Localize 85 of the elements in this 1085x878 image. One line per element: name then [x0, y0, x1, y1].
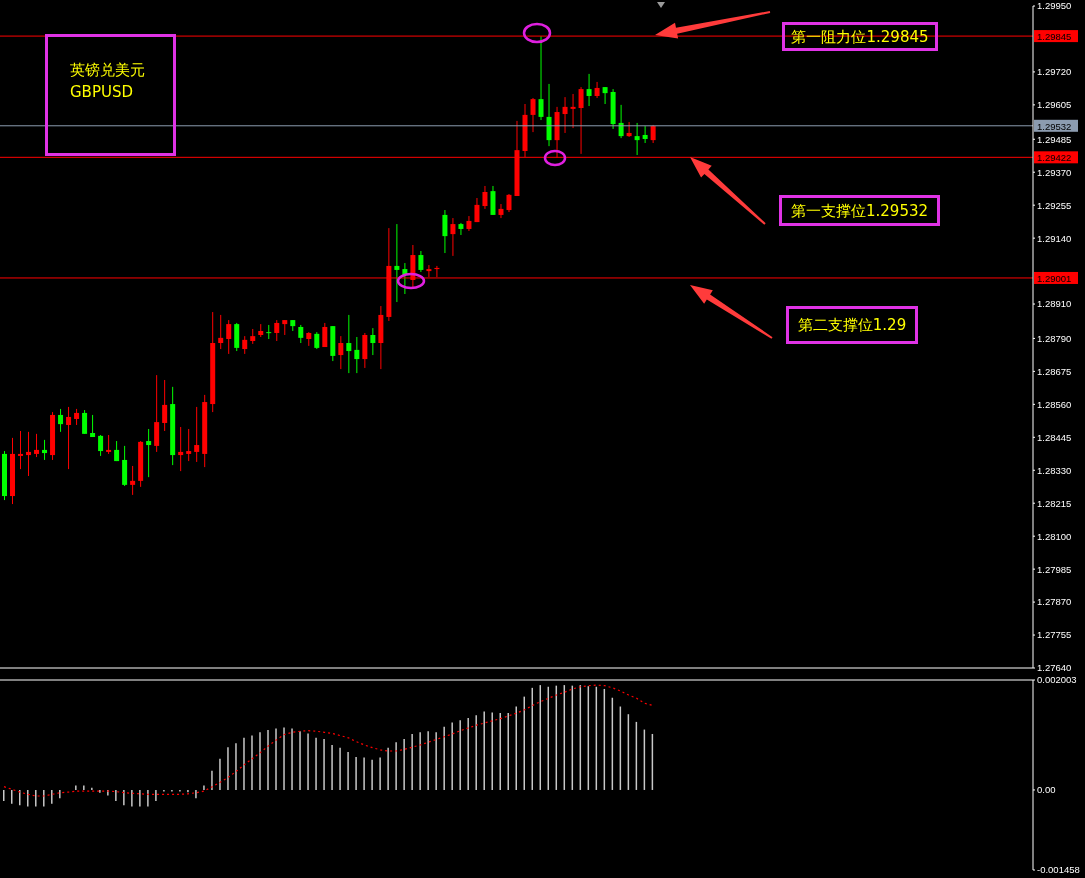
candlestick: [394, 223, 400, 303]
candlestick: [498, 203, 504, 219]
y-tick-label: 1.29605: [1037, 99, 1072, 111]
candlestick: [218, 314, 224, 350]
candlestick: [266, 324, 272, 340]
y-tick-label: 1.28560: [1037, 398, 1072, 410]
candlestick: [58, 408, 64, 433]
candlestick: [178, 426, 184, 472]
candlestick: [634, 122, 640, 156]
candlestick: [482, 185, 488, 210]
y-tick-label: 1.27870: [1037, 596, 1072, 608]
candlestick: [466, 215, 472, 232]
y-tick-label: 1.29140: [1037, 232, 1072, 244]
annotation: 第二支撑位1.29: [797, 315, 907, 336]
annotation: GBPUSD: [70, 82, 134, 103]
candlestick: [570, 93, 576, 129]
candlestick: [34, 433, 40, 458]
y-tick-label: 1.28790: [1037, 332, 1072, 344]
text-frame: 第二支撑位1.29: [786, 306, 918, 344]
y-tick-label: 1.27755: [1037, 629, 1072, 641]
candlestick: [322, 322, 328, 348]
y-tick-label: 1.29255: [1037, 199, 1072, 211]
y-tick-label: 1.27985: [1037, 563, 1072, 575]
y-tick-label: 0.002003: [1037, 674, 1077, 686]
candlestick: [450, 217, 456, 257]
candlestick: [530, 97, 536, 133]
y-tick-label: 1.28445: [1037, 431, 1072, 443]
candlestick: [130, 465, 136, 496]
candlestick: [586, 73, 592, 107]
candlestick: [186, 428, 192, 462]
candlestick: [154, 374, 160, 453]
candlestick: [474, 197, 480, 223]
candlestick: [538, 35, 544, 121]
candlestick: [98, 434, 104, 457]
y-tick-label: 1.29485: [1037, 133, 1072, 145]
y-tick-label: 0.00: [1037, 784, 1056, 796]
annotation: 英镑兑美元: [70, 60, 145, 81]
candlestick: [226, 319, 232, 355]
candlestick: [602, 86, 608, 105]
ref-line-label: 1.29845: [1037, 31, 1072, 43]
candlestick: [642, 125, 648, 144]
candlestick: [506, 193, 512, 213]
y-tick-label: -0.001458: [1037, 864, 1080, 876]
candlestick: [370, 327, 376, 356]
candlestick: [354, 336, 360, 374]
y-tick-label: 1.28675: [1037, 365, 1072, 377]
candlestick: [146, 428, 152, 478]
annotation: 第一支撑位1.29532: [790, 200, 929, 222]
text-frame: 第一支撑位1.29532: [779, 195, 940, 226]
candlestick: [106, 434, 112, 455]
candlestick: [42, 439, 48, 461]
candlestick: [442, 209, 448, 254]
y-tick-label: 1.29720: [1037, 66, 1072, 78]
candlestick: [594, 81, 600, 99]
ref-line-label: 1.29532: [1037, 120, 1072, 132]
candlestick: [546, 83, 552, 147]
candlestick: [338, 335, 344, 370]
candlestick: [578, 86, 584, 155]
ref-line-label: 1.29422: [1037, 152, 1072, 164]
candlestick: [490, 185, 496, 216]
y-tick-label: 1.27640: [1037, 662, 1072, 674]
candlestick: [298, 324, 304, 344]
candlestick: [346, 314, 352, 374]
candlestick: [458, 222, 464, 236]
candlestick: [18, 430, 24, 470]
candlestick: [618, 104, 624, 139]
candlestick: [66, 406, 72, 470]
y-tick-label: 1.28100: [1037, 530, 1072, 542]
ref-line-label: 1.29001: [1037, 272, 1072, 284]
candlestick: [82, 409, 88, 435]
y-tick-label: 1.28910: [1037, 298, 1072, 310]
candlestick: [274, 319, 280, 342]
y-tick-label: 1.28215: [1037, 497, 1072, 509]
candlestick: [194, 406, 200, 463]
y-tick-label: 1.28330: [1037, 464, 1072, 476]
candlestick: [162, 379, 168, 432]
text-frame: 英镑兑美元 GBPUSD: [45, 34, 176, 156]
candlestick: [26, 431, 32, 477]
candlestick: [626, 121, 632, 138]
line-series: [3, 684, 654, 797]
y-tick-label: 1.29950: [1037, 0, 1072, 12]
candlestick: [234, 322, 240, 352]
candlestick: [562, 96, 568, 134]
y-tick-label: 1.29370: [1037, 166, 1072, 178]
candlestick: [418, 250, 424, 273]
